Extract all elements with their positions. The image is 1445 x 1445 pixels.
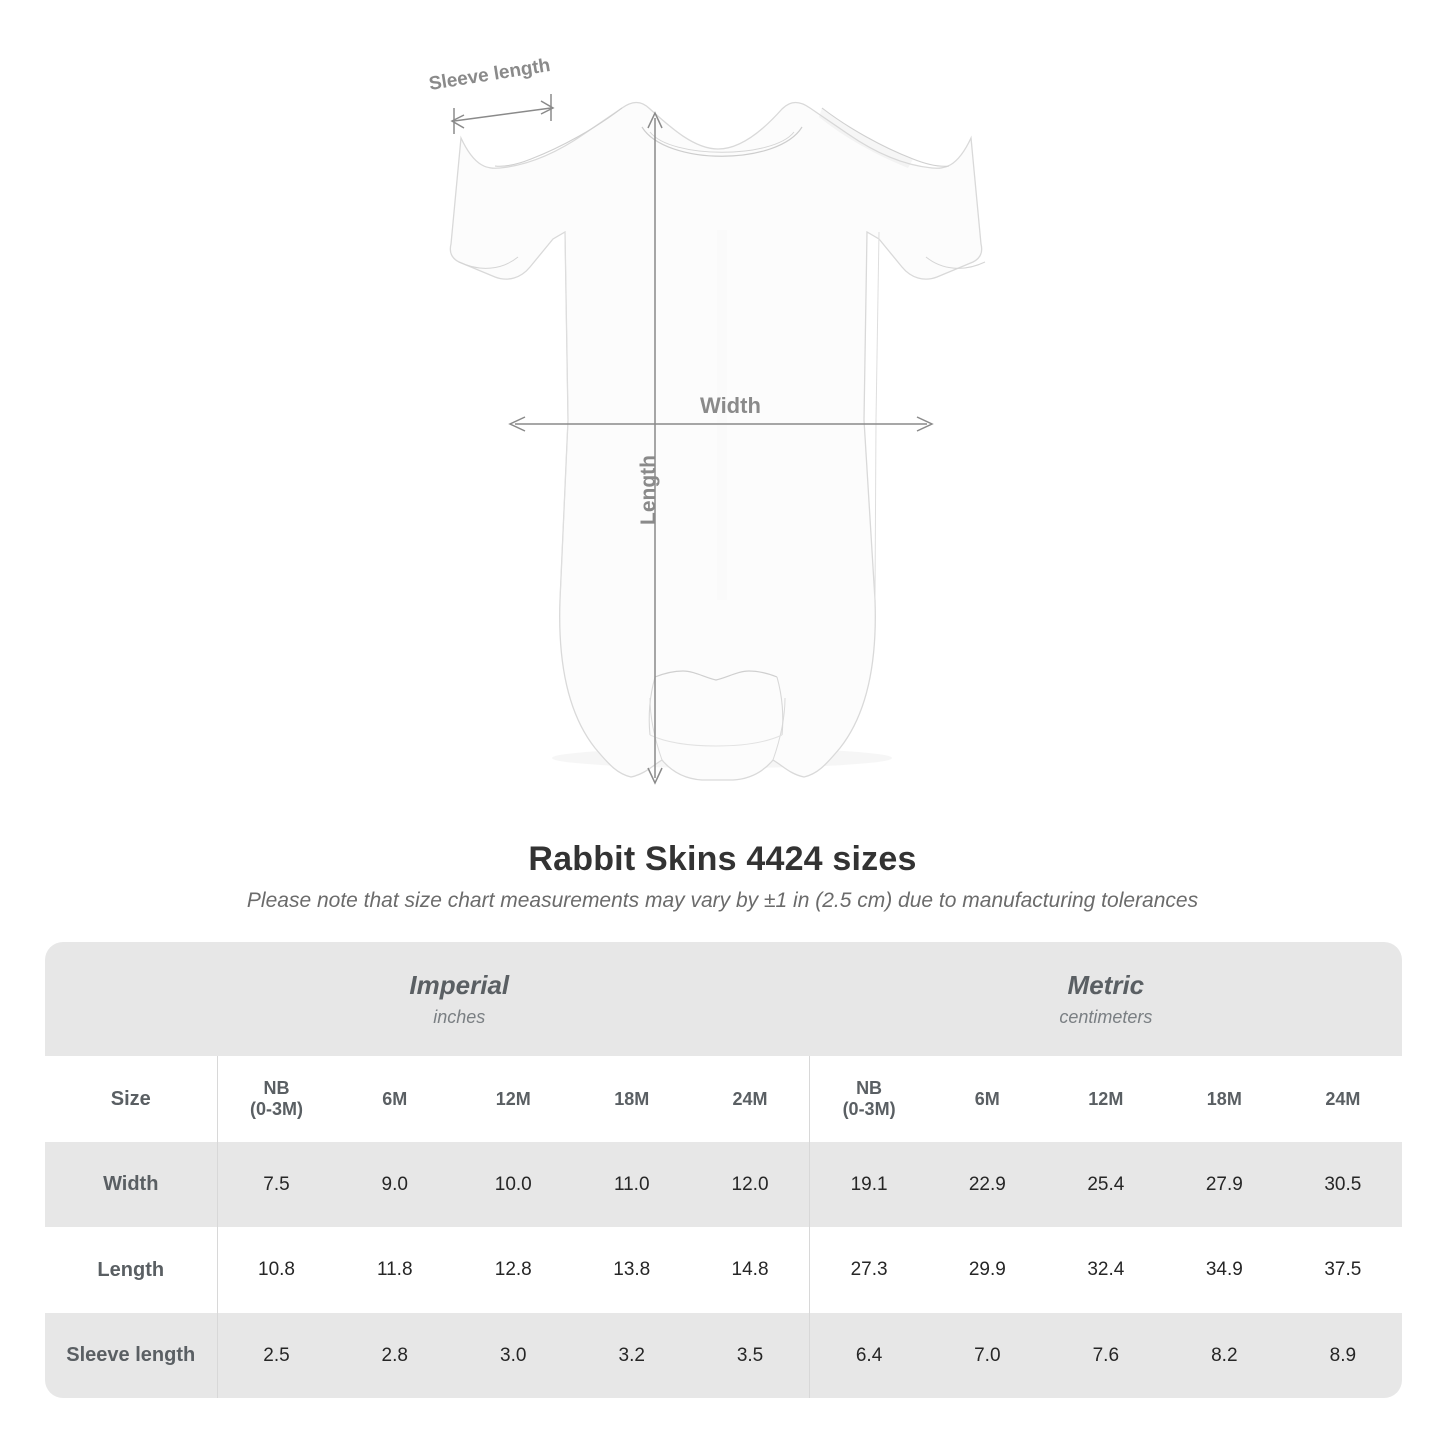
svg-text:Sleeve length: Sleeve length: [427, 55, 551, 95]
svg-text:Length: Length: [637, 455, 660, 525]
svg-text:Width: Width: [700, 393, 761, 418]
